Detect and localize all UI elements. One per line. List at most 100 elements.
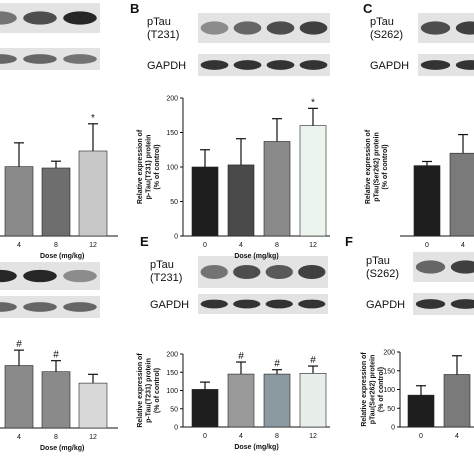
x-tick-label: 8 xyxy=(275,433,279,440)
blot-band xyxy=(200,60,229,70)
bar xyxy=(299,125,327,237)
blot-band xyxy=(265,299,293,309)
y-tick-label: 100 xyxy=(166,165,178,172)
bar xyxy=(78,150,108,237)
bar xyxy=(299,373,327,428)
y-tick-label: 50 xyxy=(387,406,395,413)
blot-strip xyxy=(198,294,328,314)
bar xyxy=(443,374,471,428)
bar xyxy=(413,165,441,237)
y-axis-label: Relative expression of xyxy=(137,129,144,204)
blot-strip xyxy=(198,54,330,76)
x-tick-label: 12 xyxy=(309,242,317,249)
panel-letter: E xyxy=(140,234,149,249)
x-tick-label: 4 xyxy=(455,433,459,440)
blot-band xyxy=(415,299,446,309)
significance-marker: # xyxy=(16,339,22,350)
x-tick-label: 0 xyxy=(419,433,423,440)
bar xyxy=(227,164,255,237)
blot-band xyxy=(0,269,17,283)
blot-band xyxy=(233,299,261,309)
y-tick-label: 150 xyxy=(166,130,178,137)
y-axis-label: (% of control) xyxy=(378,367,385,412)
chart-F: 0 50 100 150 200 0 4 Relative expression of pTau… xyxy=(361,350,474,440)
chart-C: 0 4 Relative expression of pTau(Ser262) pro… xyxy=(365,129,474,249)
blot-label: pTau xyxy=(150,259,174,271)
x-tick-label: 4 xyxy=(239,433,243,440)
x-tick-label: 0 xyxy=(425,242,429,249)
y-tick-label: 100 xyxy=(166,388,178,395)
blot-band xyxy=(23,54,57,64)
panel-letter: F xyxy=(345,234,353,249)
y-axis-label: (% of control) xyxy=(382,144,389,189)
blot-band xyxy=(233,264,261,280)
y-axis-label: (% of control) xyxy=(154,144,161,189)
blot-band xyxy=(415,260,446,274)
x-axis-label: Dose (mg/kg) xyxy=(40,253,84,260)
blot-band xyxy=(298,264,326,280)
x-tick-label: 4 xyxy=(17,434,21,441)
blot-band xyxy=(23,11,57,25)
blot-band xyxy=(200,299,228,309)
blot-band xyxy=(299,60,328,70)
significance-marker: * xyxy=(91,113,95,124)
bar xyxy=(407,394,435,428)
blot-label: pTau xyxy=(366,255,390,267)
y-tick-label: 150 xyxy=(383,368,395,375)
bar xyxy=(191,166,219,237)
y-tick-label: 0 xyxy=(174,234,178,241)
bar xyxy=(191,389,219,428)
blot-label: GAPDH xyxy=(147,60,186,72)
x-tick-label: 8 xyxy=(275,242,279,249)
y-tick-label: 50 xyxy=(170,199,178,206)
x-tick-label: 8 xyxy=(54,434,58,441)
blot-label: (S262) xyxy=(366,268,399,280)
bar xyxy=(227,373,255,428)
x-tick-label: 4 xyxy=(239,242,243,249)
panel-letter: B xyxy=(130,1,139,16)
bar xyxy=(4,166,34,237)
blot-band xyxy=(298,299,326,309)
x-tick-label: 8 xyxy=(54,242,58,249)
x-tick-label: 12 xyxy=(309,433,317,440)
y-axis-label: pTau(Ser262) protein xyxy=(374,132,381,202)
significance-marker: * xyxy=(311,97,315,108)
blot-band xyxy=(420,60,451,70)
blot-label: pTau xyxy=(370,16,394,28)
x-tick-label: 12 xyxy=(89,242,97,249)
blot-band xyxy=(420,21,451,35)
blot-band xyxy=(63,54,97,64)
y-tick-label: 0 xyxy=(391,425,395,432)
blot-band xyxy=(450,299,474,309)
y-tick-label: 200 xyxy=(383,350,395,357)
blot-band xyxy=(0,54,17,64)
x-axis-label: Dose (mg/kg) xyxy=(234,253,278,260)
y-axis-label: p-Tau(T231) protein xyxy=(146,358,153,423)
chart-A: 4 8 * 12 Dose (mg/kg) xyxy=(0,113,118,260)
significance-marker: # xyxy=(274,359,280,370)
panel-crop-0 xyxy=(0,3,100,70)
y-tick-label: 50 xyxy=(170,406,178,413)
x-tick-label: 4 xyxy=(17,242,21,249)
blot-band xyxy=(455,60,474,70)
x-tick-label: 4 xyxy=(461,242,465,249)
blot-band xyxy=(63,269,97,283)
bar xyxy=(263,141,291,237)
blot-band xyxy=(0,11,17,25)
blot-label: GAPDH xyxy=(370,60,409,72)
blot-label: GAPDH xyxy=(366,299,405,311)
blot-band xyxy=(266,60,295,70)
bar xyxy=(78,382,108,429)
x-tick-label: 0 xyxy=(203,242,207,249)
x-tick-label: 0 xyxy=(203,433,207,440)
y-axis-label: (% of control) xyxy=(154,368,161,413)
blot-band xyxy=(450,260,474,274)
y-tick-label: 0 xyxy=(174,425,178,432)
x-tick-label: 12 xyxy=(89,434,97,441)
panel-letter: C xyxy=(363,1,373,16)
blot-band xyxy=(265,264,293,280)
